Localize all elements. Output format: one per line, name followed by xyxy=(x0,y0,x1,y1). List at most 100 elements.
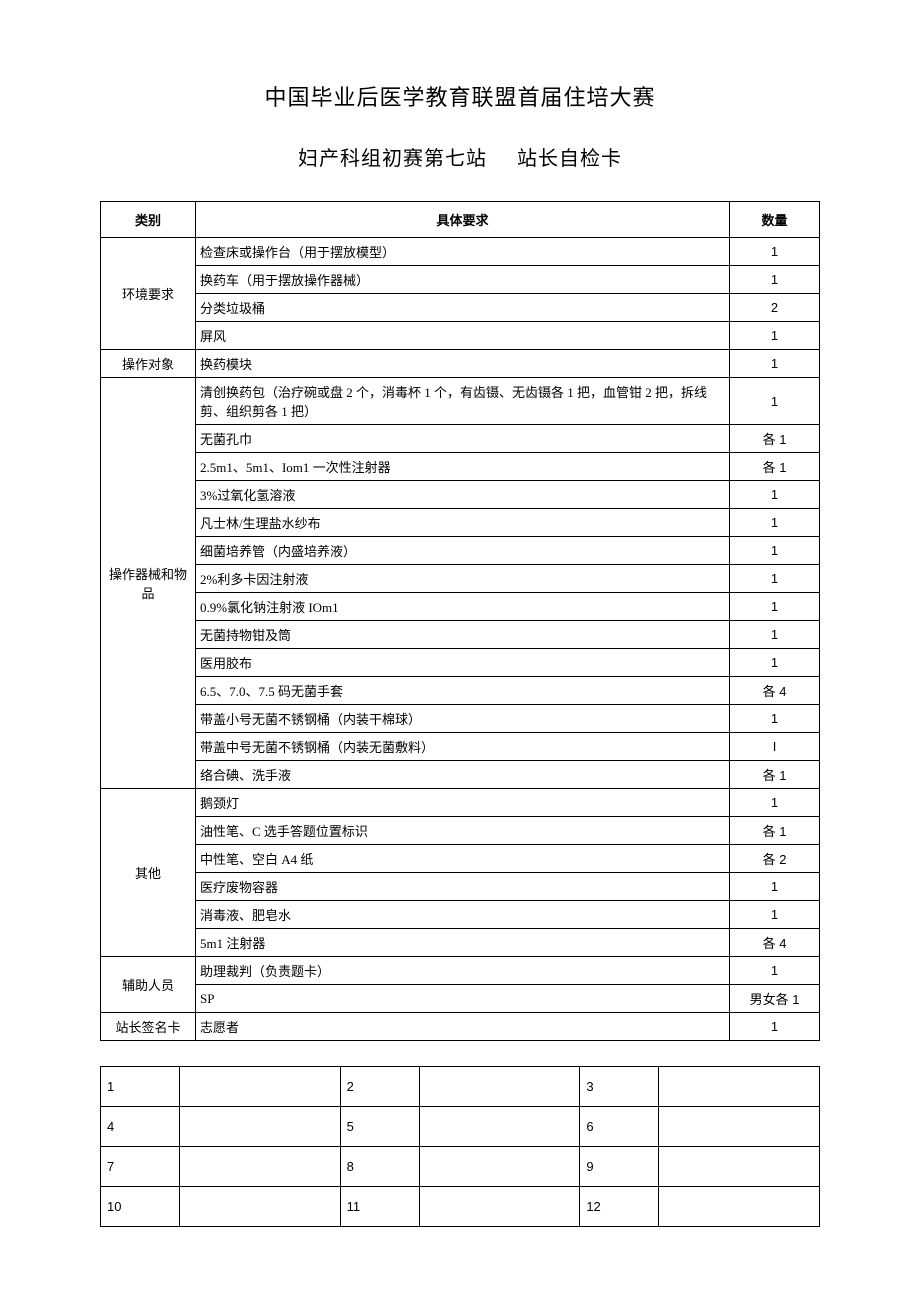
table-row: 医用胶布1 xyxy=(101,649,820,677)
requirement-cell: 检查床或操作台（用于摆放模型） xyxy=(196,238,730,266)
table-row: 分类垃圾桶2 xyxy=(101,294,820,322)
table-row: 络合碘、洗手液各 1 xyxy=(101,761,820,789)
sign-blank-cell xyxy=(180,1067,341,1107)
requirement-cell: 3%过氧化氢溶液 xyxy=(196,481,730,509)
category-cell: 操作器械和物品 xyxy=(101,378,196,789)
requirement-cell: 鹅颈灯 xyxy=(196,789,730,817)
sign-blank-cell xyxy=(659,1107,820,1147)
sign-blank-cell xyxy=(419,1067,580,1107)
requirement-cell: 无菌持物钳及筒 xyxy=(196,621,730,649)
table-row: 医疗废物容器1 xyxy=(101,873,820,901)
requirement-cell: 细菌培养管（内盛培养液） xyxy=(196,537,730,565)
requirement-cell: 分类垃圾桶 xyxy=(196,294,730,322)
category-cell: 环境要求 xyxy=(101,238,196,350)
quantity-cell: 各 1 xyxy=(730,761,820,789)
table-row: 无菌持物钳及筒1 xyxy=(101,621,820,649)
quantity-cell: 各 4 xyxy=(730,929,820,957)
quantity-cell: 1 xyxy=(730,378,820,425)
table-row: 0.9%氯化钠注射液 IOm11 xyxy=(101,593,820,621)
signature-grid-table: 123456789101112 xyxy=(100,1066,820,1227)
requirement-cell: 络合碘、洗手液 xyxy=(196,761,730,789)
requirement-cell: 带盖中号无菌不锈钢桶（内装无菌敷料） xyxy=(196,733,730,761)
requirement-cell: 消毒液、肥皂水 xyxy=(196,901,730,929)
requirement-cell: 6.5、7.0、7.5 码无菌手套 xyxy=(196,677,730,705)
quantity-cell: 各 2 xyxy=(730,845,820,873)
sign-number-cell: 12 xyxy=(580,1187,659,1227)
sign-row: 10 11 12 xyxy=(101,1187,820,1227)
table-row: 带盖小号无菌不锈钢桶（内装干棉球）1 xyxy=(101,705,820,733)
sign-number-cell: 8 xyxy=(340,1147,419,1187)
sign-number-cell: 10 xyxy=(101,1187,180,1227)
requirement-cell: 2.5m1、5m1、Iom1 一次性注射器 xyxy=(196,453,730,481)
quantity-cell: 1 xyxy=(730,649,820,677)
quantity-cell: 1 xyxy=(730,873,820,901)
quantity-cell: 各 4 xyxy=(730,677,820,705)
requirement-cell: 2%利多卡因注射液 xyxy=(196,565,730,593)
quantity-cell: I xyxy=(730,733,820,761)
quantity-cell: 1 xyxy=(730,957,820,985)
requirement-cell: 凡士林/生理盐水纱布 xyxy=(196,509,730,537)
quantity-cell: 1 xyxy=(730,350,820,378)
sign-row: 789 xyxy=(101,1147,820,1187)
sign-number-cell: 7 xyxy=(101,1147,180,1187)
table-row: 2%利多卡因注射液1 xyxy=(101,565,820,593)
sign-row: 456 xyxy=(101,1107,820,1147)
table-row: 带盖中号无菌不锈钢桶（内装无菌敷料）I xyxy=(101,733,820,761)
header-requirement: 具体要求 xyxy=(196,202,730,238)
sign-blank-cell xyxy=(419,1107,580,1147)
requirement-cell: 医疗废物容器 xyxy=(196,873,730,901)
sign-number-cell: 11 xyxy=(340,1187,419,1227)
quantity-cell: 1 xyxy=(730,322,820,350)
quantity-cell: 1 xyxy=(730,266,820,294)
table-row: 3%过氧化氢溶液1 xyxy=(101,481,820,509)
table-row: 环境要求检查床或操作台（用于摆放模型）1 xyxy=(101,238,820,266)
sign-blank-cell xyxy=(659,1147,820,1187)
requirement-cell: 志愿者 xyxy=(196,1013,730,1041)
sign-number-cell: 5 xyxy=(340,1107,419,1147)
quantity-cell: 2 xyxy=(730,294,820,322)
title-sub-right: 站长自检卡 xyxy=(517,148,622,170)
quantity-cell: 各 1 xyxy=(730,425,820,453)
quantity-cell: 1 xyxy=(730,593,820,621)
table-row: 中性笔、空白 A4 纸各 2 xyxy=(101,845,820,873)
requirement-cell: 带盖小号无菌不锈钢桶（内装干棉球） xyxy=(196,705,730,733)
requirement-cell: 无菌孔巾 xyxy=(196,425,730,453)
category-cell: 操作对象 xyxy=(101,350,196,378)
requirement-cell: 油性笔、C 选手答题位置标识 xyxy=(196,817,730,845)
requirement-cell: 0.9%氯化钠注射液 IOm1 xyxy=(196,593,730,621)
category-cell: 站长签名卡 xyxy=(101,1013,196,1041)
sign-number-cell: 1 xyxy=(101,1067,180,1107)
sign-blank-cell xyxy=(419,1187,580,1227)
sign-row: 123 xyxy=(101,1067,820,1107)
requirement-cell: 屏风 xyxy=(196,322,730,350)
sign-blank-cell xyxy=(180,1187,341,1227)
quantity-cell: 1 xyxy=(730,621,820,649)
table-row: 站长签名卡志愿者1 xyxy=(101,1013,820,1041)
title-sub-left: 妇产科组初赛第七站 xyxy=(298,148,487,170)
category-cell: 其他 xyxy=(101,789,196,957)
requirement-cell: 5m1 注射器 xyxy=(196,929,730,957)
table-row: 无菌孔巾各 1 xyxy=(101,425,820,453)
quantity-cell: 各 1 xyxy=(730,817,820,845)
sign-blank-cell xyxy=(659,1067,820,1107)
table-row: 油性笔、C 选手答题位置标识各 1 xyxy=(101,817,820,845)
requirement-cell: SP xyxy=(196,985,730,1013)
sign-blank-cell xyxy=(180,1147,341,1187)
table-row: 5m1 注射器各 4 xyxy=(101,929,820,957)
quantity-cell: 1 xyxy=(730,238,820,266)
requirement-cell: 清创换药包（治疗碗或盘 2 个，消毒杯 1 个，有齿镊、无齿镊各 1 把，血管钳… xyxy=(196,378,730,425)
quantity-cell: 各 1 xyxy=(730,453,820,481)
quantity-cell: 1 xyxy=(730,509,820,537)
category-cell: 辅助人员 xyxy=(101,957,196,1013)
header-category: 类别 xyxy=(101,202,196,238)
sign-blank-cell xyxy=(659,1187,820,1227)
main-checklist-table: 类别 具体要求 数量 环境要求检查床或操作台（用于摆放模型）1换药车（用于摆放操… xyxy=(100,201,820,1041)
table-row: 换药车（用于摆放操作器械）1 xyxy=(101,266,820,294)
sign-blank-cell xyxy=(419,1147,580,1187)
quantity-cell: 1 xyxy=(730,537,820,565)
quantity-cell: 1 xyxy=(730,789,820,817)
page-title-sub: 妇产科组初赛第七站 站长自检卡 xyxy=(100,142,820,171)
table-row: 消毒液、肥皂水1 xyxy=(101,901,820,929)
sign-number-cell: 3 xyxy=(580,1067,659,1107)
requirement-cell: 换药模块 xyxy=(196,350,730,378)
